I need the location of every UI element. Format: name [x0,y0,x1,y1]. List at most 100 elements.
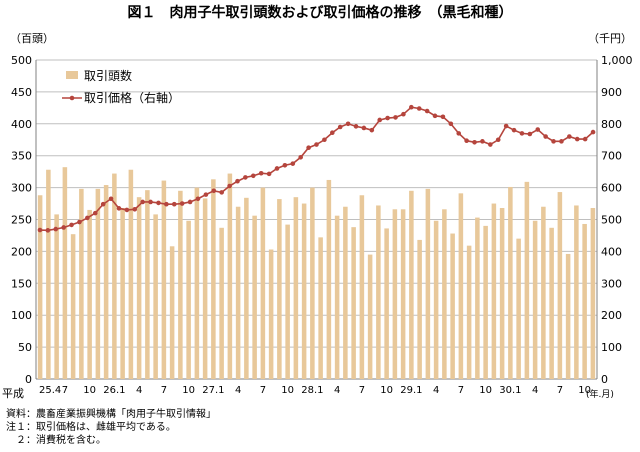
bar [499,208,505,379]
bar [103,185,109,379]
x-tick-label: 10 [281,385,294,396]
right-tick-label: 0 [601,373,608,386]
left-tick-label: 400 [11,118,32,131]
bar [384,228,389,379]
bar [277,199,282,379]
price-point [100,201,106,207]
price-point [409,104,414,110]
price-point [266,171,272,177]
x-tick-label: 7 [458,385,464,396]
bar [161,180,167,379]
right-tick-label: 900 [601,86,622,99]
price-point [156,200,161,206]
price-point [195,196,201,202]
price-point [37,227,43,233]
price-point [432,113,438,119]
x-tick-label: 7 [359,385,365,396]
right-axis-unit: （千円） [588,32,632,45]
left-tick-label: 100 [11,309,32,322]
price-point [92,210,98,216]
bar [516,238,521,379]
bar [343,206,348,379]
chart-title: 図１ 肉用子牛取引頭数および取引価格の推移 （黒毛和種） [127,5,513,21]
price-point [140,199,145,205]
left-tick-label: 150 [11,277,32,290]
price-point [187,199,193,205]
price-point [424,108,430,114]
price-point [464,138,469,144]
price-point [480,139,485,144]
price-point [551,139,556,144]
bar [508,186,513,379]
bar [128,169,134,379]
bar [466,245,472,379]
x-tick-label: 7 [161,385,167,396]
bar [351,227,356,379]
bar [565,253,571,379]
bar [483,225,488,379]
price-point [527,131,533,137]
x-tick-label: 7 [62,385,68,396]
bar [392,209,398,379]
price-point [495,137,501,143]
price-point [385,115,390,121]
bar [310,187,315,379]
bar [293,197,299,379]
price-point [203,192,209,197]
price-point [227,183,232,189]
price-point [53,226,59,232]
x-tick-label: 26.1 [103,385,125,396]
bar [70,234,76,379]
bar [376,205,381,379]
left-tick-label: 0 [25,373,32,386]
price-point [456,131,462,136]
x-tick-label: 28.1 [301,385,323,396]
bar [458,193,464,379]
price-point [337,124,343,130]
x-tick-label: 4 [136,385,142,396]
price-point [61,225,66,230]
left-tick-label: 250 [11,214,32,227]
bar [582,223,587,379]
right-tick-label: 300 [601,277,622,290]
price-point [345,121,351,127]
bar [475,217,480,379]
bar [590,208,596,379]
price-point [448,121,454,127]
x-tick-label: 4 [433,385,439,396]
bar [425,188,431,379]
left-tick-label: 500 [11,54,32,67]
bar [153,214,158,379]
bar [178,190,183,379]
x-tick-label: 4 [235,385,241,396]
bar [37,195,43,379]
x-tick-label: 10 [182,385,195,396]
left-tick-label: 50 [18,341,32,354]
bar [491,203,497,379]
price-point [535,127,541,132]
bar [318,237,323,379]
price-point [274,166,280,171]
left-axis-unit: （百頭） [10,32,54,45]
bar [252,215,257,379]
bar [211,179,216,379]
right-tick-label: 600 [601,182,622,195]
left-tick-label: 200 [11,245,32,258]
x-tick-label: 7 [260,385,266,396]
price-point [559,139,564,144]
price-point [45,228,51,233]
price-point [148,199,153,205]
price-point [416,106,422,111]
price-point [543,134,548,139]
price-point [258,170,264,176]
left-tick-label: 350 [11,150,32,163]
notes: 資料：農畜産業振興機構「肉用子牛取引情報」 注１：取引価格は、雌雄平均である。 … [6,408,216,447]
left-tick-label: 450 [11,86,32,99]
bar [79,188,84,379]
bar [417,239,422,379]
right-tick-label: 700 [601,150,622,163]
right-tick-label: 500 [601,214,622,227]
bar [62,167,68,379]
bar [367,254,373,379]
